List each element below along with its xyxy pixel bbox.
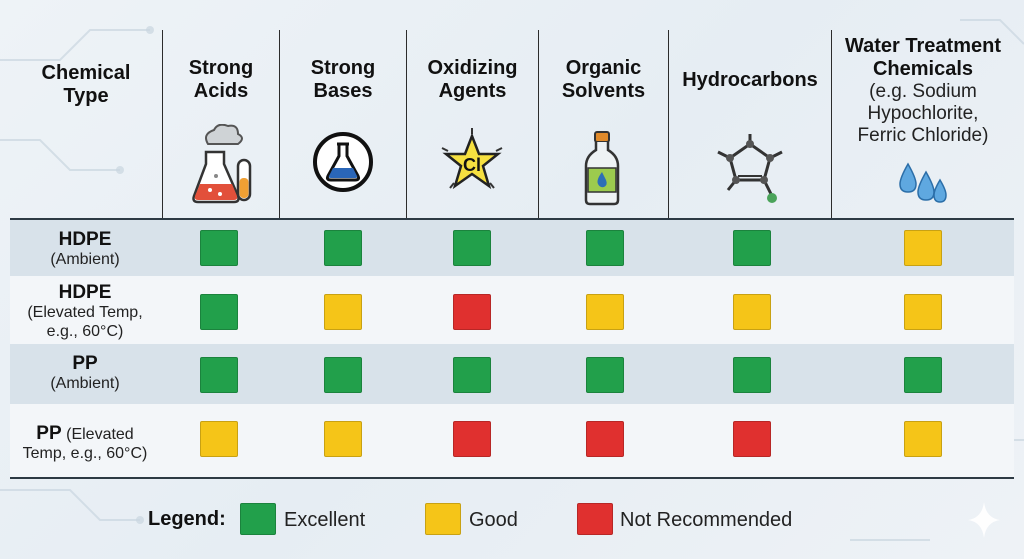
header-strong-bases: Strong Bases [280, 57, 406, 245]
row-condition: (Ambient) [50, 251, 120, 268]
header-line: Water Treatment [845, 35, 1001, 57]
legend-label-good: Good [469, 509, 518, 531]
row-condition: (Elevated [66, 426, 134, 443]
row-band [10, 344, 1014, 404]
flask-in-circle-icon [313, 132, 373, 192]
header-line: Solvents [561, 80, 646, 102]
bottle-with-drop-icon [584, 131, 620, 206]
rating-good [733, 294, 771, 330]
column-divider [668, 30, 669, 220]
row-material: PP [72, 353, 98, 374]
header-water-treatment: Water Treatment Chemicals (e.g. Sodium H… [832, 35, 1014, 223]
rating-good [324, 421, 362, 457]
column-divider [538, 30, 539, 220]
rating-excellent [586, 357, 624, 393]
rating-good [904, 230, 942, 266]
sparkle-icon [968, 502, 1000, 538]
header-line: Acids [193, 80, 249, 102]
header-line: Agents [438, 80, 507, 102]
row-condition: (Elevated Temp, [27, 303, 143, 321]
rating-excellent [733, 230, 771, 266]
row-material: PP [36, 423, 62, 444]
row-band [10, 276, 1014, 344]
rating-not-recommended [453, 421, 491, 457]
table-bottom-divider [10, 477, 1014, 479]
rating-good [904, 294, 942, 330]
header-subline: (e.g. Sodium [869, 81, 977, 102]
legend-swatch-excellent [240, 503, 276, 535]
rating-excellent [904, 357, 942, 393]
row-condition: (Ambient) [50, 375, 120, 392]
legend-swatch-good [425, 503, 461, 535]
row-band [10, 220, 1014, 276]
column-divider [406, 30, 407, 220]
column-divider [162, 30, 163, 220]
rating-good [200, 421, 238, 457]
row-condition: Temp, e.g., 60°C) [22, 445, 148, 462]
row-label-line: PP (Elevated [36, 423, 133, 444]
legend-label-not-recommended: Not Recommended [620, 509, 793, 531]
legend-label-excellent: Excellent [284, 509, 366, 531]
rating-excellent [200, 357, 238, 393]
column-divider [831, 30, 832, 220]
rating-excellent [453, 230, 491, 266]
row-material: HDPE [58, 281, 112, 303]
rating-excellent [200, 294, 238, 330]
header-strong-acids: Strong Acids [163, 57, 279, 245]
header-line: Organic [565, 57, 642, 79]
row-material: HDPE [58, 229, 112, 250]
row-band [10, 404, 1014, 478]
header-organic-solvents: Organic Solvents [539, 57, 668, 245]
rating-excellent [453, 357, 491, 393]
cl-symbol: Cl [463, 155, 481, 175]
header-subline: Ferric Chloride) [857, 125, 989, 146]
legend-title: Legend: [148, 508, 226, 530]
header-line: Bases [313, 80, 373, 102]
row-label-pp-ambient: PP (Ambient) [10, 350, 160, 396]
row-label-hdpe-elevated: HDPE (Elevated Temp, e.g., 60°C) [10, 280, 160, 342]
header-hydrocarbons: Hydrocarbons [669, 69, 831, 257]
row-condition: e.g., 60°C) [46, 322, 124, 340]
rating-excellent [324, 230, 362, 266]
header-line: Oxidizing [427, 57, 518, 79]
header-divider [10, 218, 1014, 220]
header-line: Strong [188, 57, 254, 79]
cl-star-icon: Cl [441, 128, 503, 190]
rating-excellent [733, 357, 771, 393]
legend-swatch-not-recommended [577, 503, 613, 535]
row-label-hdpe-ambient: HDPE (Ambient) [10, 226, 160, 272]
column-divider [279, 30, 280, 220]
rating-good [586, 294, 624, 330]
water-drops-icon [899, 162, 947, 203]
header-oxidizing-agents: Oxidizing Agents [407, 57, 538, 245]
rating-excellent [200, 230, 238, 266]
rating-not-recommended [733, 421, 771, 457]
row-label-pp-elevated: PP (Elevated Temp, e.g., 60°C) [10, 420, 160, 466]
header-line: Type [63, 85, 109, 107]
rating-not-recommended [453, 294, 491, 330]
rating-good [324, 294, 362, 330]
rating-good [904, 421, 942, 457]
header-line: Chemical [41, 62, 131, 84]
rating-excellent [324, 357, 362, 393]
rating-excellent [586, 230, 624, 266]
header-chemical-type: Chemical Type [10, 62, 162, 250]
header-subline: Hypochlorite, [867, 103, 979, 124]
molecule-ring-icon [717, 134, 783, 203]
header-line: Strong [310, 57, 376, 79]
header-line: Chemicals [872, 58, 974, 80]
beakers-with-smoke-icon [192, 124, 252, 204]
rating-not-recommended [586, 421, 624, 457]
header-line: Hydrocarbons [682, 69, 818, 91]
